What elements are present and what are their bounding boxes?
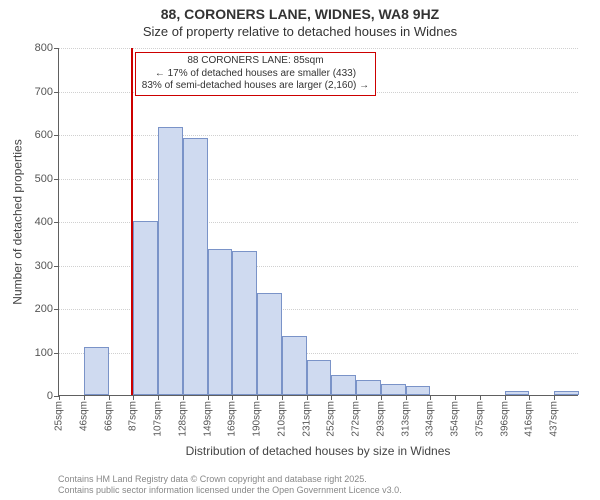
x-tick-label: 210sqm — [276, 401, 287, 437]
histogram-bar — [307, 360, 332, 395]
marker-line — [131, 48, 133, 395]
x-tick-mark — [59, 395, 60, 400]
x-tick-label: 128sqm — [177, 401, 188, 437]
chart-container: 88, CORONERS LANE, WIDNES, WA8 9HZ Size … — [0, 0, 600, 500]
x-tick-label: 231sqm — [301, 401, 312, 437]
x-tick-mark — [331, 395, 332, 400]
histogram-bar — [158, 127, 183, 395]
gridline — [59, 135, 578, 136]
histogram-bar — [356, 380, 381, 395]
x-tick-label: 313sqm — [400, 401, 411, 437]
x-tick-mark — [232, 395, 233, 400]
y-tick-label: 300 — [35, 260, 53, 272]
y-tick-label: 800 — [35, 42, 53, 54]
x-tick-label: 272sqm — [351, 401, 362, 437]
histogram-bar — [406, 386, 431, 395]
x-tick-label: 396sqm — [499, 401, 510, 437]
title-main: 88, CORONERS LANE, WIDNES, WA8 9HZ — [0, 6, 600, 24]
x-tick-mark — [430, 395, 431, 400]
histogram-bar — [554, 391, 579, 395]
histogram-bar — [381, 384, 406, 395]
x-tick-mark — [282, 395, 283, 400]
y-tick-mark — [54, 48, 59, 49]
y-tick-mark — [54, 222, 59, 223]
x-tick-mark — [307, 395, 308, 400]
histogram-bar — [257, 293, 282, 395]
y-tick-mark — [54, 179, 59, 180]
x-tick-label: 190sqm — [252, 401, 263, 437]
attribution: Contains HM Land Registry data © Crown c… — [58, 474, 402, 496]
annotation-box: 88 CORONERS LANE: 85sqm← 17% of detached… — [135, 52, 376, 96]
x-tick-label: 375sqm — [474, 401, 485, 437]
x-tick-mark — [158, 395, 159, 400]
annotation-line: 83% of semi-detached houses are larger (… — [142, 80, 369, 93]
title-block: 88, CORONERS LANE, WIDNES, WA8 9HZ Size … — [0, 0, 600, 40]
y-axis-label: Number of detached properties — [10, 48, 26, 396]
x-tick-mark — [109, 395, 110, 400]
x-tick-label: 437sqm — [549, 401, 560, 437]
y-tick-label: 600 — [35, 129, 53, 141]
x-tick-mark — [84, 395, 85, 400]
x-tick-label: 169sqm — [227, 401, 238, 437]
histogram-bar — [133, 221, 158, 395]
x-tick-mark — [529, 395, 530, 400]
attribution-line1: Contains HM Land Registry data © Crown c… — [58, 474, 402, 485]
y-tick-label: 100 — [35, 347, 53, 359]
histogram-bar — [183, 138, 208, 395]
x-tick-label: 66sqm — [103, 401, 114, 431]
histogram-bar — [84, 347, 109, 395]
y-tick-mark — [54, 266, 59, 267]
title-sub: Size of property relative to detached ho… — [0, 24, 600, 40]
x-tick-mark — [505, 395, 506, 400]
x-tick-mark — [406, 395, 407, 400]
gridline — [59, 179, 578, 180]
y-axis-label-text: Number of detached properties — [11, 139, 25, 304]
x-tick-label: 293sqm — [375, 401, 386, 437]
histogram-bar — [232, 251, 257, 395]
y-tick-mark — [54, 135, 59, 136]
x-tick-mark — [257, 395, 258, 400]
annotation-line: 88 CORONERS LANE: 85sqm — [142, 55, 369, 68]
x-tick-label: 107sqm — [153, 401, 164, 437]
x-tick-mark — [554, 395, 555, 400]
x-tick-label: 25sqm — [54, 401, 65, 431]
plot-area: 010020030040050060070080025sqm46sqm66sqm… — [58, 48, 578, 396]
x-tick-label: 416sqm — [524, 401, 535, 437]
x-tick-label: 46sqm — [78, 401, 89, 431]
x-tick-mark — [133, 395, 134, 400]
attribution-line2: Contains public sector information licen… — [58, 485, 402, 496]
x-tick-label: 354sqm — [450, 401, 461, 437]
x-tick-mark — [381, 395, 382, 400]
x-tick-mark — [183, 395, 184, 400]
x-tick-label: 252sqm — [326, 401, 337, 437]
y-tick-label: 500 — [35, 173, 53, 185]
x-tick-mark — [480, 395, 481, 400]
x-tick-mark — [208, 395, 209, 400]
gridline — [59, 48, 578, 49]
x-axis-label: Distribution of detached houses by size … — [58, 444, 578, 458]
x-tick-label: 87sqm — [128, 401, 139, 431]
x-tick-label: 149sqm — [202, 401, 213, 437]
y-tick-mark — [54, 309, 59, 310]
y-tick-mark — [54, 92, 59, 93]
x-tick-mark — [356, 395, 357, 400]
y-tick-label: 0 — [47, 390, 53, 402]
annotation-line: ← 17% of detached houses are smaller (43… — [142, 68, 369, 81]
y-tick-label: 700 — [35, 86, 53, 98]
y-tick-label: 200 — [35, 303, 53, 315]
x-tick-label: 334sqm — [425, 401, 436, 437]
y-tick-mark — [54, 353, 59, 354]
histogram-bar — [505, 391, 530, 395]
histogram-bar — [282, 336, 307, 395]
histogram-bar — [331, 375, 356, 395]
histogram-bar — [208, 249, 233, 395]
x-tick-mark — [455, 395, 456, 400]
y-tick-label: 400 — [35, 216, 53, 228]
